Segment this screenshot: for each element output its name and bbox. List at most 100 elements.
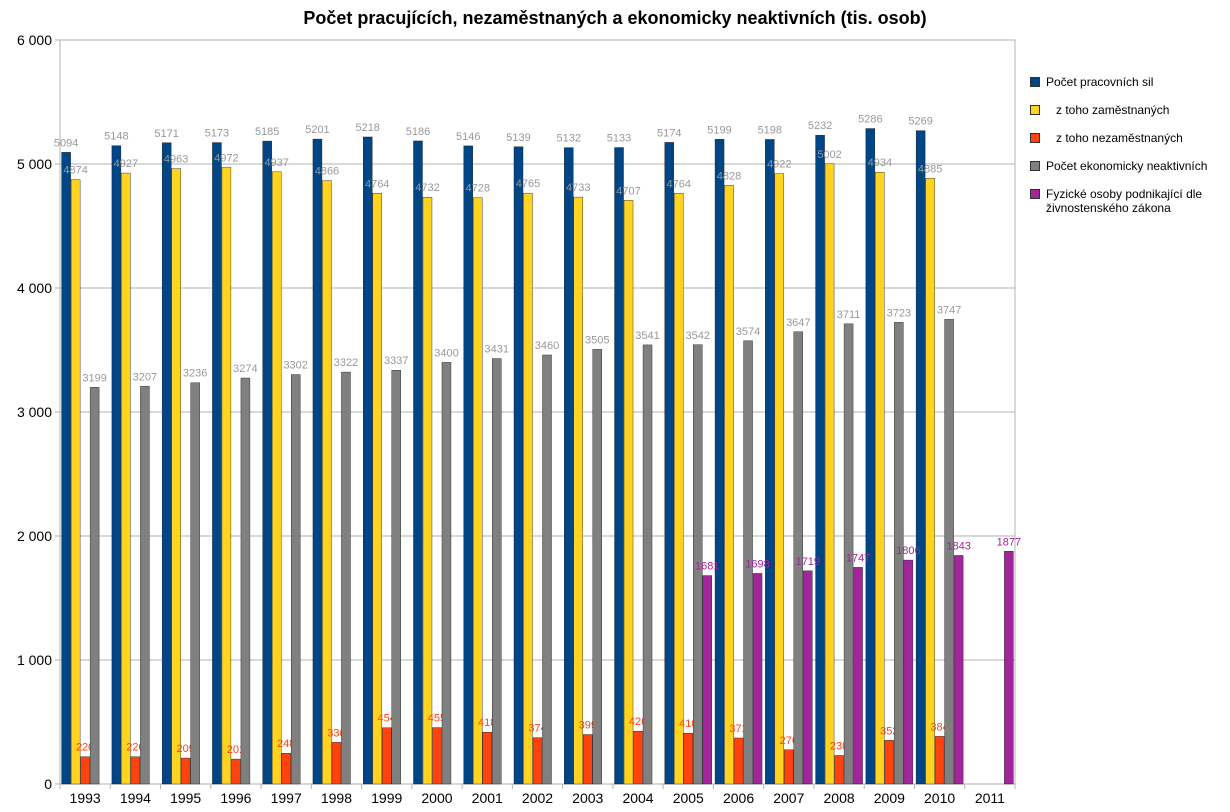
- data-label: 5286: [858, 114, 882, 126]
- y-tick-label: 1 000: [17, 652, 52, 668]
- bar: [633, 730, 643, 785]
- bar: [944, 319, 954, 785]
- data-label: 5146: [456, 131, 480, 143]
- data-label: 5133: [607, 133, 631, 145]
- data-label: 4866: [315, 166, 339, 178]
- bar: [473, 197, 483, 785]
- data-label: 455: [428, 713, 446, 725]
- data-label: 1698: [745, 558, 769, 570]
- bar: [523, 192, 533, 785]
- bar: [281, 753, 291, 785]
- data-label: 4733: [566, 182, 590, 194]
- bar: [240, 377, 251, 785]
- bar: [271, 171, 282, 785]
- legend-item-inactive: Počet ekonomicky neaktivních: [1030, 159, 1228, 173]
- legend-item-entrepreneurs: Fyzické osoby podnikající dle živnostens…: [1030, 187, 1228, 215]
- data-label: 1719: [796, 556, 820, 568]
- bar: [583, 734, 593, 785]
- data-label: 5198: [758, 124, 782, 136]
- data-label: 5186: [406, 126, 430, 138]
- legend-label: z toho nezaměstnaných: [1046, 131, 1183, 145]
- data-label: 3207: [133, 371, 157, 383]
- x-tick-label: 2001: [472, 790, 503, 806]
- bar: [925, 178, 935, 785]
- data-label: 4885: [918, 163, 942, 175]
- data-label: 1681: [695, 561, 719, 573]
- bar: [363, 136, 373, 785]
- bar: [312, 138, 323, 785]
- bar: [212, 142, 222, 785]
- data-label: 4922: [767, 159, 791, 171]
- data-label: 248: [277, 738, 295, 750]
- bar: [413, 140, 423, 785]
- bar: [140, 386, 150, 785]
- bar: [290, 374, 301, 785]
- data-label: 4972: [214, 152, 238, 164]
- data-label: 5199: [707, 124, 731, 136]
- data-label: 4963: [164, 154, 188, 166]
- data-label: 5132: [557, 133, 581, 145]
- bar: [231, 758, 241, 785]
- x-tick-label: 2005: [673, 790, 704, 806]
- data-label: 5185: [255, 126, 279, 138]
- data-label: 3542: [686, 330, 710, 342]
- data-label: 454: [378, 713, 396, 725]
- legend-label: Počet ekonomicky neaktivních: [1046, 159, 1208, 173]
- data-label: 5139: [506, 132, 530, 144]
- bar: [884, 740, 895, 785]
- bar: [724, 185, 734, 785]
- bar: [953, 555, 964, 785]
- bar: [492, 358, 502, 785]
- legend-label: z toho zaměstnaných: [1046, 103, 1170, 117]
- bar: [70, 179, 81, 785]
- legend-swatch: [1030, 161, 1040, 171]
- data-label: 5174: [657, 127, 681, 139]
- data-label: 399: [579, 720, 597, 732]
- chart-title: Počet pracujících, nezaměstnaných a ekon…: [303, 8, 927, 28]
- legend-item-unemployed: z toho nezaměstnaných: [1030, 131, 1228, 145]
- bar: [463, 145, 473, 785]
- x-tick-label: 2008: [824, 790, 855, 806]
- bar: [573, 196, 583, 785]
- bar: [752, 573, 763, 785]
- data-label: 4728: [465, 183, 489, 195]
- bar: [89, 387, 100, 785]
- x-tick-label: 1996: [220, 790, 251, 806]
- legend-item-labor-force: Počet pracovních sil: [1030, 75, 1228, 89]
- bar: [803, 570, 813, 785]
- data-label: 4937: [264, 157, 288, 169]
- bar: [322, 180, 332, 785]
- x-tick-label: 2002: [522, 790, 553, 806]
- bar: [180, 757, 191, 785]
- data-label: 426: [629, 716, 647, 728]
- x-tick-label: 1997: [271, 790, 302, 806]
- data-label: 209: [176, 743, 194, 755]
- y-tick-label: 6 000: [17, 32, 52, 48]
- bar: [743, 340, 753, 785]
- bar: [61, 152, 71, 785]
- bar: [733, 737, 744, 785]
- x-tick-label: 1994: [120, 790, 151, 806]
- data-label: 374: [528, 723, 546, 735]
- bar: [161, 142, 172, 785]
- x-tick-label: 2007: [773, 790, 804, 806]
- bar: [262, 140, 272, 785]
- data-label: 3337: [384, 355, 408, 367]
- y-tick-label: 3 000: [17, 404, 52, 420]
- data-label: 3236: [183, 368, 207, 380]
- bar: [714, 139, 725, 785]
- bar: [642, 344, 653, 785]
- bar: [592, 349, 602, 785]
- data-label: 3460: [535, 340, 559, 352]
- x-tick-label: 2010: [924, 790, 955, 806]
- data-label: 230: [830, 740, 848, 752]
- bar: [693, 344, 703, 785]
- bar: [441, 362, 452, 785]
- data-label: 3199: [82, 372, 106, 384]
- x-tick-label: 2004: [622, 790, 653, 806]
- bar: [824, 163, 835, 785]
- bar: [372, 193, 382, 785]
- bar: [843, 323, 854, 785]
- bar: [482, 731, 492, 785]
